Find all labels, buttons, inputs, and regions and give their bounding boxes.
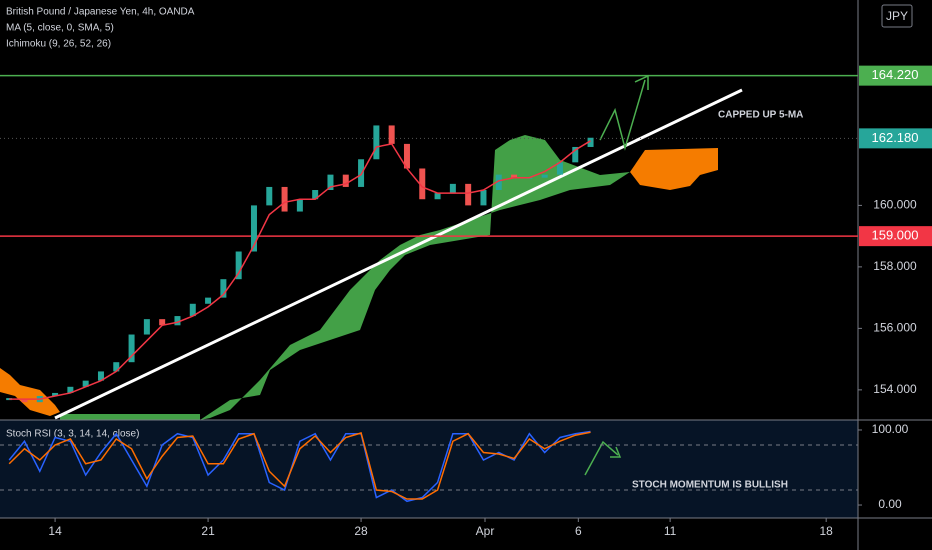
stoch-line — [8, 430, 591, 503]
candle — [541, 174, 548, 178]
arrow-head — [634, 74, 649, 90]
last-price-label: 162.180 — [872, 130, 919, 145]
candle — [235, 251, 242, 280]
projection-arrow — [599, 79, 646, 151]
candle — [373, 125, 380, 160]
ichimoku-cloud — [0, 368, 60, 416]
candle — [281, 186, 288, 212]
candle — [572, 146, 579, 163]
candle — [67, 386, 74, 393]
candle — [52, 392, 59, 397]
chart-title: British Pound / Japanese Yen, 4h, OANDA — [6, 7, 195, 18]
legend-line: MA (5, close, 0, SMA, 5) — [6, 23, 114, 34]
candle — [21, 399, 28, 403]
candle — [82, 380, 89, 387]
x-tick-label: 6 — [575, 524, 582, 538]
y-tick-label: 0.00 — [878, 497, 902, 511]
x-tick-label: 18 — [819, 524, 833, 538]
x-tick-label: Apr — [476, 524, 495, 538]
y-tick-label: 156.000 — [873, 321, 917, 335]
stoch-line — [8, 431, 591, 500]
candle — [495, 174, 502, 191]
currency[interactable]: JPY — [886, 9, 908, 23]
annotation: STOCH MOMENTUM IS BULLISH — [632, 480, 788, 491]
annotation: CAPPED UP 5-MA — [718, 110, 803, 121]
candle — [128, 334, 135, 363]
level-label: 164.220 — [872, 67, 919, 82]
candle — [296, 199, 303, 212]
y-tick-label: 100.00 — [872, 422, 909, 436]
candle — [465, 183, 472, 206]
candle — [174, 316, 181, 326]
x-tick-label: 14 — [48, 524, 62, 538]
candle — [97, 371, 104, 381]
last-price-box — [859, 128, 932, 149]
x-tick-label: 11 — [664, 524, 677, 538]
candle — [449, 183, 456, 194]
level-label: 159.000 — [872, 228, 919, 243]
candle — [312, 190, 319, 200]
candle — [143, 319, 150, 335]
candle — [511, 174, 518, 178]
pane-title: Stoch RSI (3, 3, 14, 14, close) — [6, 429, 139, 440]
currency-box[interactable] — [881, 4, 913, 28]
candle — [250, 205, 257, 252]
trend-line — [54, 88, 743, 420]
projection-arrow — [584, 440, 619, 476]
y-tick-label: 158.000 — [873, 259, 917, 273]
x-tick-label: 28 — [354, 524, 368, 538]
candle — [480, 190, 487, 206]
candle — [220, 279, 227, 298]
candle — [342, 174, 349, 187]
candle — [388, 125, 395, 144]
candle — [113, 362, 120, 372]
candle — [189, 303, 196, 317]
ichimoku-cloud — [630, 148, 718, 190]
level-label-box — [859, 65, 932, 86]
candle — [556, 162, 563, 175]
candle — [419, 168, 426, 200]
candle — [205, 297, 212, 304]
candle — [434, 193, 441, 200]
moving-average — [9, 140, 591, 400]
x-tick-label: 21 — [201, 524, 215, 538]
candle — [266, 186, 273, 206]
stoch-pane — [0, 420, 858, 518]
level-label-box — [859, 226, 932, 247]
candle — [403, 143, 410, 169]
candle — [159, 319, 166, 326]
y-tick-label: 160.000 — [873, 198, 917, 212]
candle — [587, 137, 594, 147]
y-tick-label: 154.000 — [873, 382, 917, 396]
legend-line: Ichimoku (9, 26, 52, 26) — [6, 39, 111, 50]
ichimoku-cloud — [60, 414, 200, 420]
candle — [327, 174, 334, 191]
arrow-head — [610, 446, 622, 458]
